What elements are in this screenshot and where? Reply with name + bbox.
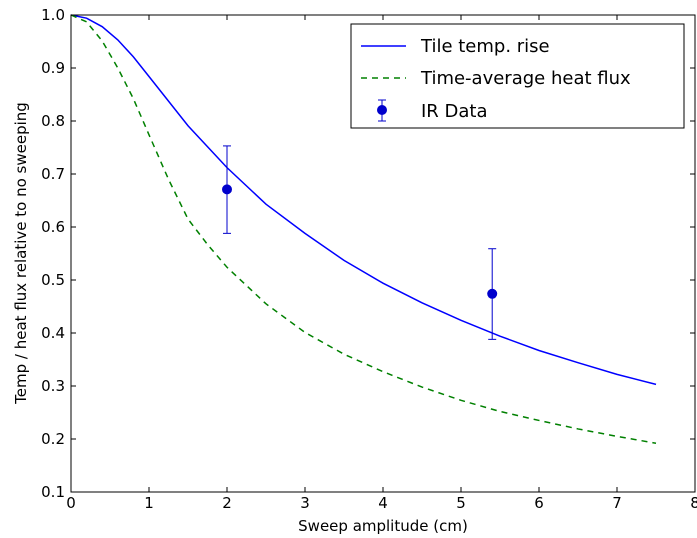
series-line-1 [70,14,657,444]
legend-swatch-ir-marker [377,105,387,115]
x-tick-label-7: 7 [612,494,622,512]
y-axis-label: Temp / heat flux relative to no sweeping [12,102,30,405]
y-tick-label-2: 0.3 [41,377,65,395]
axes-layer: 0 1 2 3 4 5 6 7 8 0.1 0.2 0.3 0.4 0.5 0.6 0.7 0.8 0.9 1.0 [41,6,697,512]
x-tick-label-1: 1 [144,494,154,512]
y-tick-label-1: 0.2 [41,430,65,448]
y-tick-label-7: 0.8 [41,112,65,130]
y-tick-label-6: 0.7 [41,165,65,183]
ir-data-point-1 [487,288,498,299]
y-tick-label-8: 0.9 [41,59,65,77]
y-tick-label-9: 1.0 [41,6,65,24]
y-tick-label-3: 0.4 [41,324,65,342]
x-tick-label-6: 6 [534,494,544,512]
legend: Tile temp. rise Time-average heat flux I… [350,23,685,129]
ir-data-point-0 [222,184,232,195]
legend-label-ir-data: IR Data [421,101,488,122]
x-tick-label-4: 4 [378,494,388,512]
y-tick-label-0: 0.1 [41,483,65,501]
legend-label-tile-temp: Tile temp. rise [420,36,550,57]
x-tick-label-5: 5 [456,494,466,512]
series-line-0 [70,14,657,386]
plot-data-layer [70,14,657,444]
legend-label-heat-flux: Time-average heat flux [420,68,631,89]
x-tick-label-0: 0 [66,494,76,512]
legend-box [350,23,685,129]
y-tick-label-4: 0.5 [41,271,65,289]
x-tick-label-2: 2 [222,494,232,512]
y-tick-label-5: 0.6 [41,218,65,236]
x-axis-label: Sweep amplitude (cm) [298,517,468,535]
x-tick-label-3: 3 [300,494,310,512]
x-tick-label-8: 8 [690,494,697,512]
